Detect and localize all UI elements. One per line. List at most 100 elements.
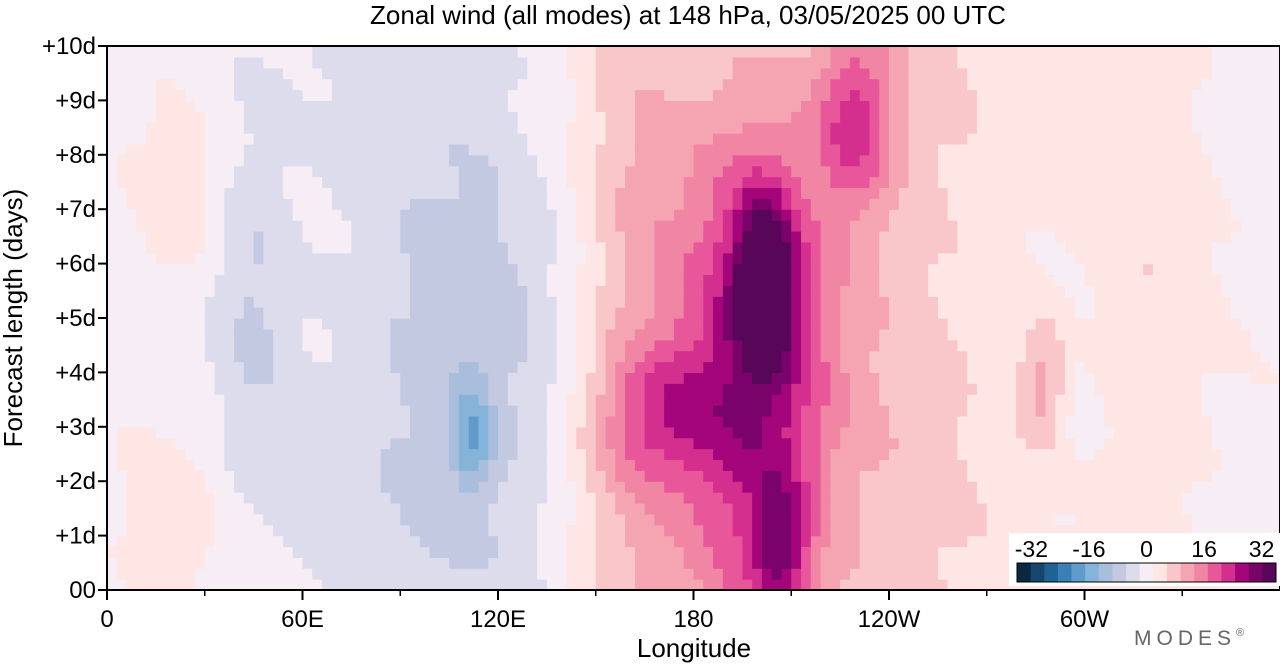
heatmap-cell	[370, 448, 382, 461]
heatmap-cell	[693, 176, 704, 189]
heatmap-cell	[849, 437, 861, 450]
heatmap-cell	[1231, 307, 1242, 319]
heatmap-cell	[683, 448, 695, 461]
heatmap-cell	[722, 524, 734, 537]
heatmap-cell	[605, 285, 616, 297]
heatmap-cell	[566, 176, 577, 189]
heatmap-cell	[351, 492, 362, 504]
heatmap-cell	[976, 165, 988, 178]
heatmap-cell	[126, 165, 137, 178]
heatmap-cell	[595, 133, 607, 145]
heatmap-cell	[1006, 307, 1017, 319]
heatmap-cell	[361, 209, 372, 221]
heatmap-cell	[976, 318, 988, 330]
heatmap-cell	[224, 187, 235, 199]
heatmap-cell	[1143, 274, 1154, 286]
heatmap-cell	[263, 437, 274, 450]
heatmap-cell	[146, 546, 157, 558]
heatmap-cell	[361, 350, 372, 363]
heatmap-cell	[478, 285, 489, 297]
heatmap-cell	[410, 165, 421, 178]
heatmap-cell	[1006, 448, 1017, 461]
heatmap-cell	[517, 143, 528, 156]
heatmap-cell	[879, 361, 890, 373]
heatmap-cell	[1162, 415, 1174, 428]
heatmap-cell	[312, 524, 323, 537]
heatmap-cell	[986, 415, 998, 428]
heatmap-cell	[791, 415, 802, 428]
heatmap-cell	[976, 405, 988, 417]
heatmap-cell	[937, 502, 949, 515]
heatmap-cell	[849, 296, 861, 308]
heatmap-cell	[243, 165, 255, 178]
heatmap-cell	[507, 557, 519, 569]
heatmap-cell	[507, 535, 519, 548]
heatmap-cell	[742, 448, 753, 461]
heatmap-cell	[771, 296, 783, 308]
heatmap-cell	[996, 568, 1007, 580]
heatmap-cell	[585, 394, 597, 406]
heatmap-cell	[1211, 502, 1222, 515]
heatmap-cell	[282, 437, 294, 450]
heatmap-cell	[722, 372, 734, 384]
heatmap-cell	[468, 252, 480, 265]
heatmap-cell	[439, 502, 450, 515]
heatmap-cell	[820, 154, 831, 167]
heatmap-cell	[488, 176, 499, 189]
heatmap-cell	[957, 372, 968, 384]
heatmap-cell	[947, 568, 959, 580]
heatmap-cell	[1094, 230, 1105, 243]
heatmap-cell	[204, 296, 216, 308]
heatmap-cell	[625, 448, 636, 461]
heatmap-cell	[1172, 426, 1183, 439]
heatmap-cell	[625, 350, 636, 363]
heatmap-cell	[234, 535, 245, 548]
heatmap-cell	[322, 241, 333, 254]
heatmap-cell	[1162, 143, 1174, 156]
heatmap-cell	[116, 198, 128, 210]
heatmap-cell	[341, 546, 352, 558]
heatmap-cell	[1074, 143, 1086, 156]
heatmap-cell	[322, 230, 333, 243]
heatmap-cell	[810, 263, 822, 276]
heatmap-cell	[644, 220, 655, 232]
heatmap-cell	[595, 448, 607, 461]
heatmap-cell	[830, 492, 841, 504]
heatmap-cell	[1143, 437, 1154, 450]
heatmap-cell	[713, 426, 724, 439]
heatmap-cell	[498, 133, 509, 145]
heatmap-cell	[1231, 350, 1242, 363]
heatmap-cell	[908, 285, 919, 297]
heatmap-cell	[898, 557, 910, 569]
heatmap-cell	[840, 143, 851, 156]
heatmap-cell	[683, 535, 695, 548]
heatmap-cell	[165, 481, 177, 493]
heatmap-cell	[576, 437, 587, 450]
heatmap-cell	[605, 274, 616, 286]
heatmap-cell	[1143, 372, 1154, 384]
heatmap-cell	[869, 350, 880, 363]
heatmap-cell	[664, 176, 675, 189]
heatmap-cell	[478, 415, 489, 428]
heatmap-cell	[683, 339, 695, 352]
heatmap-cell	[1074, 307, 1086, 319]
heatmap-cell	[361, 285, 372, 297]
heatmap-cell	[517, 274, 528, 286]
heatmap-cell	[615, 437, 626, 450]
heatmap-cell	[1113, 252, 1125, 265]
heatmap-cell	[165, 220, 177, 232]
heatmap-cell	[1016, 350, 1027, 363]
heatmap-cell	[292, 579, 304, 590]
heatmap-cell	[302, 448, 313, 461]
heatmap-cell	[1270, 176, 1280, 189]
heatmap-cell	[1270, 209, 1280, 221]
heatmap-cell	[107, 143, 118, 156]
heatmap-cell	[194, 372, 206, 384]
heatmap-cell	[771, 143, 783, 156]
heatmap-cell	[810, 470, 822, 482]
heatmap-cell	[849, 350, 861, 363]
heatmap-cell	[1152, 415, 1164, 428]
heatmap-cell	[282, 165, 294, 178]
heatmap-cell	[810, 318, 822, 330]
heatmap-cell	[976, 535, 988, 548]
